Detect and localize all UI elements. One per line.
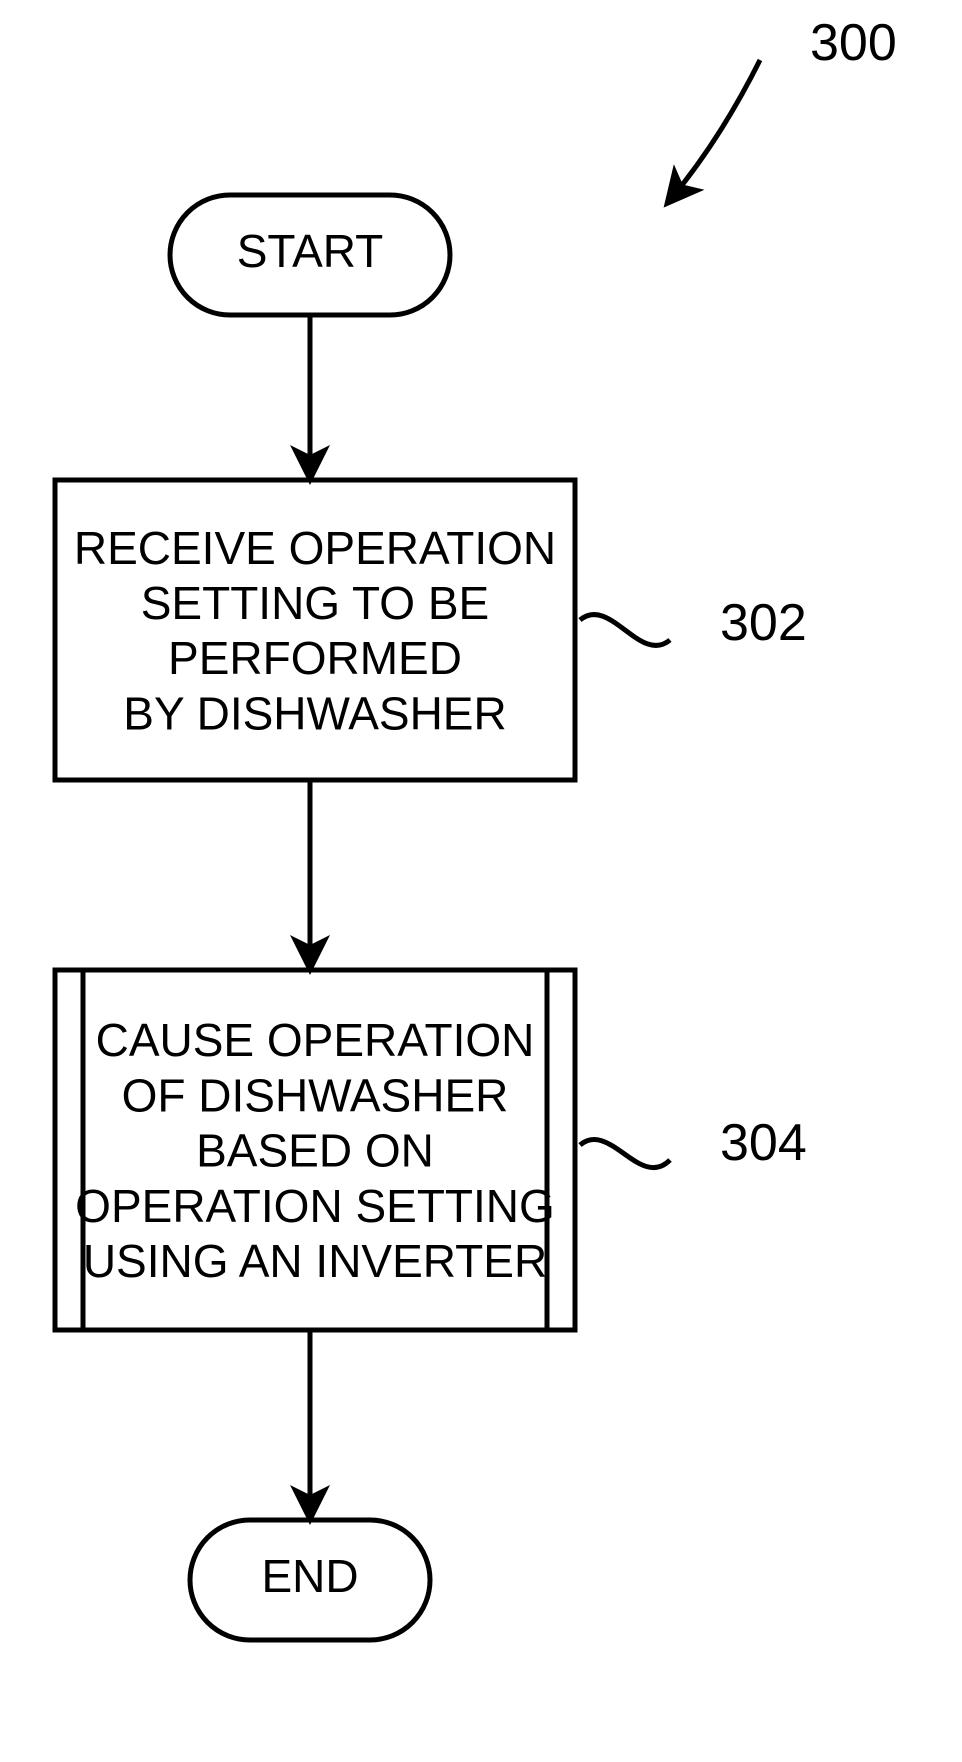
start-label: START <box>237 225 384 277</box>
figure-ref-300: 300 <box>810 14 897 72</box>
figure-ref-302: 302 <box>720 594 807 652</box>
figure-ref-304: 304 <box>720 1114 807 1172</box>
flowchart-figure: 300STARTRECEIVE OPERATIONSETTING TO BEPE… <box>0 0 962 1762</box>
end-label: END <box>261 1550 358 1602</box>
